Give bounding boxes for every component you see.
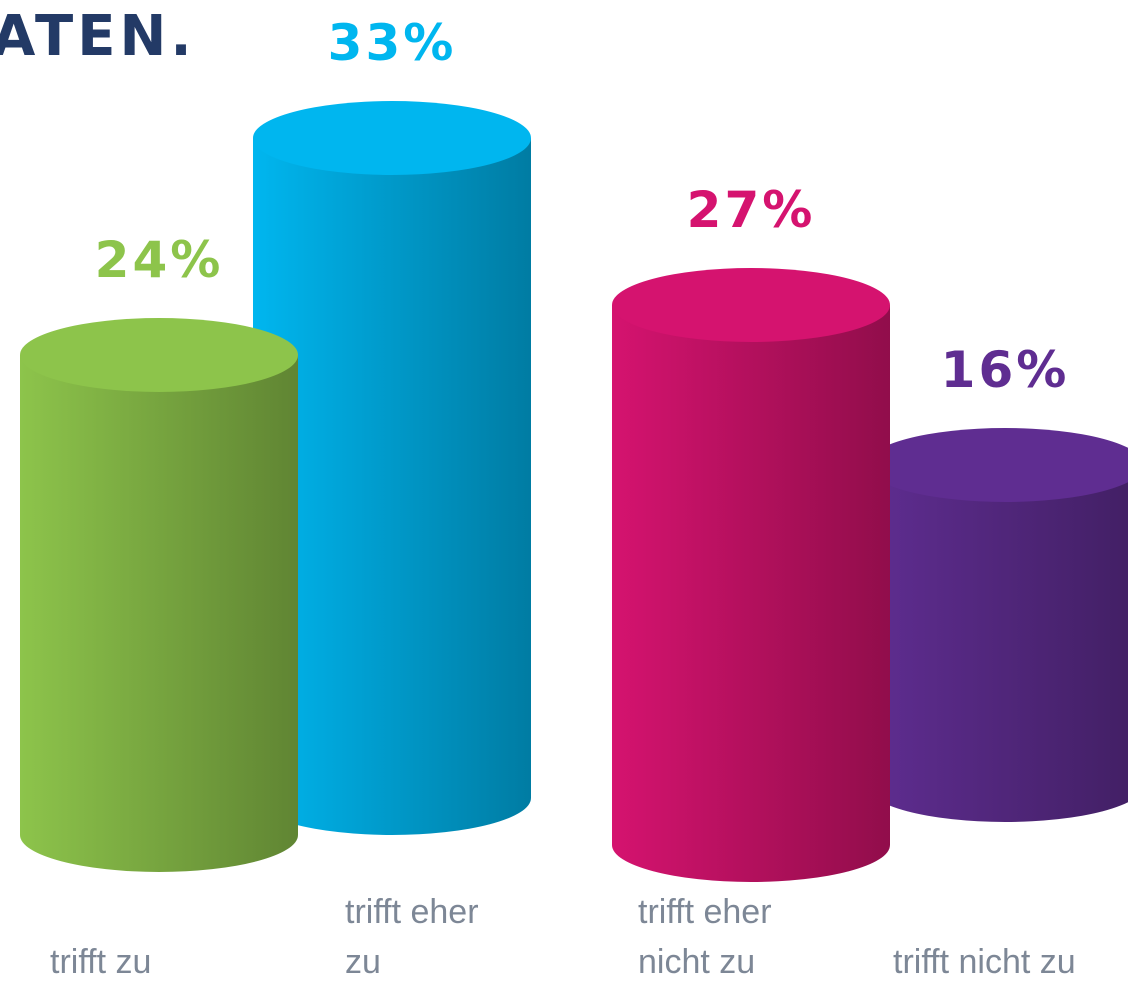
cylinder-top <box>612 268 890 342</box>
cylinder-body <box>20 355 298 872</box>
category-label: trifft nicht zu <box>893 943 1076 981</box>
category-label: trifft eher nicht zu <box>638 893 772 981</box>
value-label: 27% <box>687 181 816 239</box>
cylinder-body <box>612 305 890 882</box>
chart-title: ATEN. <box>0 4 196 69</box>
cylinder-top <box>253 101 531 175</box>
category-label: trifft zu <box>50 943 152 981</box>
value-label: 16% <box>941 341 1070 399</box>
value-label: 33% <box>328 14 457 72</box>
value-label: 24% <box>95 231 224 289</box>
category-label: trifft eher zu <box>345 893 479 981</box>
cylinder-top <box>20 318 298 392</box>
cylinder-top <box>866 428 1128 502</box>
cylinder-body <box>253 138 531 835</box>
cylinder-body <box>866 465 1128 822</box>
